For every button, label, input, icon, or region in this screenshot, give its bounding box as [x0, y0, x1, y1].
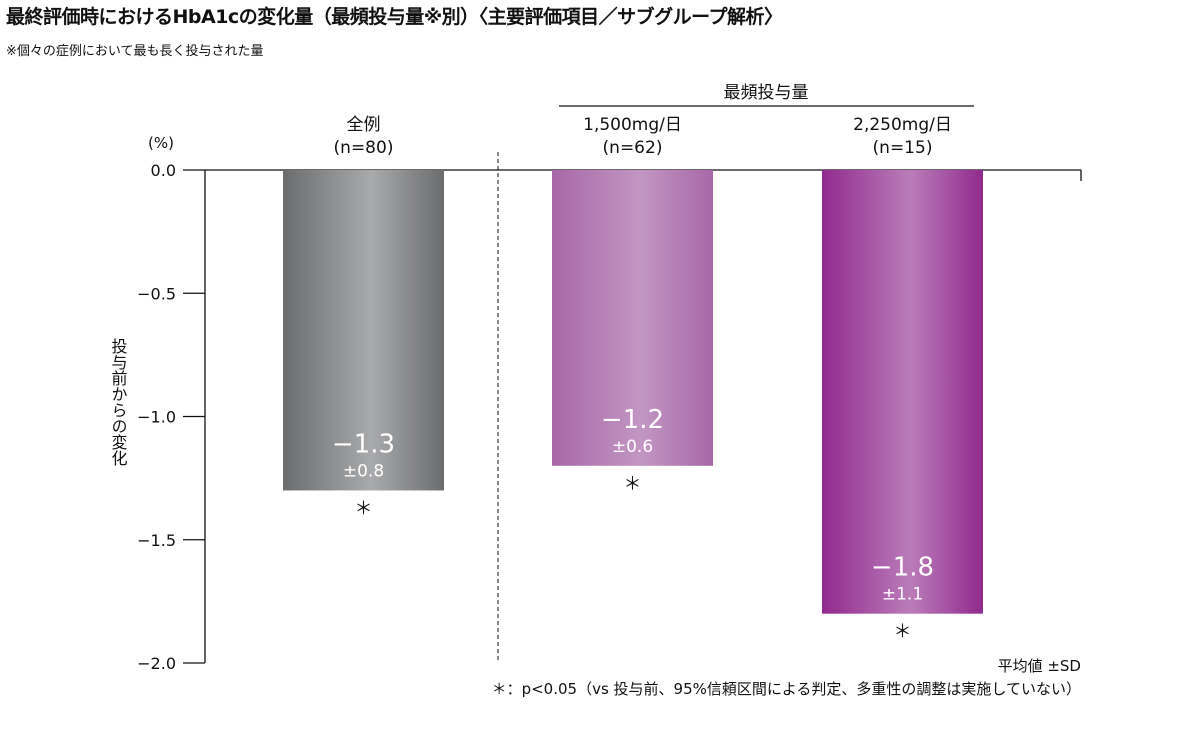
significance-mark: ＊	[894, 622, 912, 643]
value-label: −1.3	[332, 429, 395, 459]
category-label: 全例	[347, 115, 381, 135]
significance-mark: ＊	[624, 474, 642, 495]
y-tick-label: 0.0	[151, 161, 176, 180]
bar	[283, 170, 444, 491]
category-n: (n=15)	[873, 138, 933, 158]
value-label: −1.2	[601, 405, 664, 435]
significance-mark: ＊	[355, 498, 373, 519]
chart-title: 最終評価時におけるHbA1cの変化量（最頻投与量※別）〈主要評価項目／サブグルー…	[6, 6, 783, 28]
category-n: (n=62)	[603, 138, 663, 158]
category-label: 1,500mg/日	[583, 115, 682, 135]
labels: 全例 (n=80) −1.3±0.8 ＊ 1,500mg/日 (n=62) −1.2±0.6…	[332, 115, 952, 643]
y-tick-label: −1.5	[137, 531, 176, 550]
y-tick-label: −2.0	[137, 654, 176, 673]
category-n: (n=80)	[334, 138, 394, 158]
value-label: −1.8	[871, 553, 934, 583]
footnote: ＊：p<0.05（vs 投与前、95%信頼区間による判定、多重性の調整は実施して…	[492, 680, 1081, 698]
y-tick-label: −1.0	[137, 408, 176, 427]
chart-note: ※個々の症例において最も長く投与された量	[6, 44, 264, 59]
sd-label: ±0.8	[343, 461, 384, 481]
bars	[283, 170, 983, 614]
group-header: 最頻投与量	[724, 83, 809, 103]
category-label: 2,250mg/日	[853, 115, 952, 135]
bar	[552, 170, 713, 466]
bar	[822, 170, 983, 614]
sd-label: ±1.1	[882, 585, 923, 605]
y-tick-label: −0.5	[137, 284, 176, 303]
footer-stat: 平均値 ±SD	[998, 657, 1081, 675]
sd-label: ±0.6	[612, 437, 653, 457]
y-axis-label: 投与前からの変化	[109, 338, 128, 466]
y-axis-unit: (%)	[148, 134, 174, 152]
